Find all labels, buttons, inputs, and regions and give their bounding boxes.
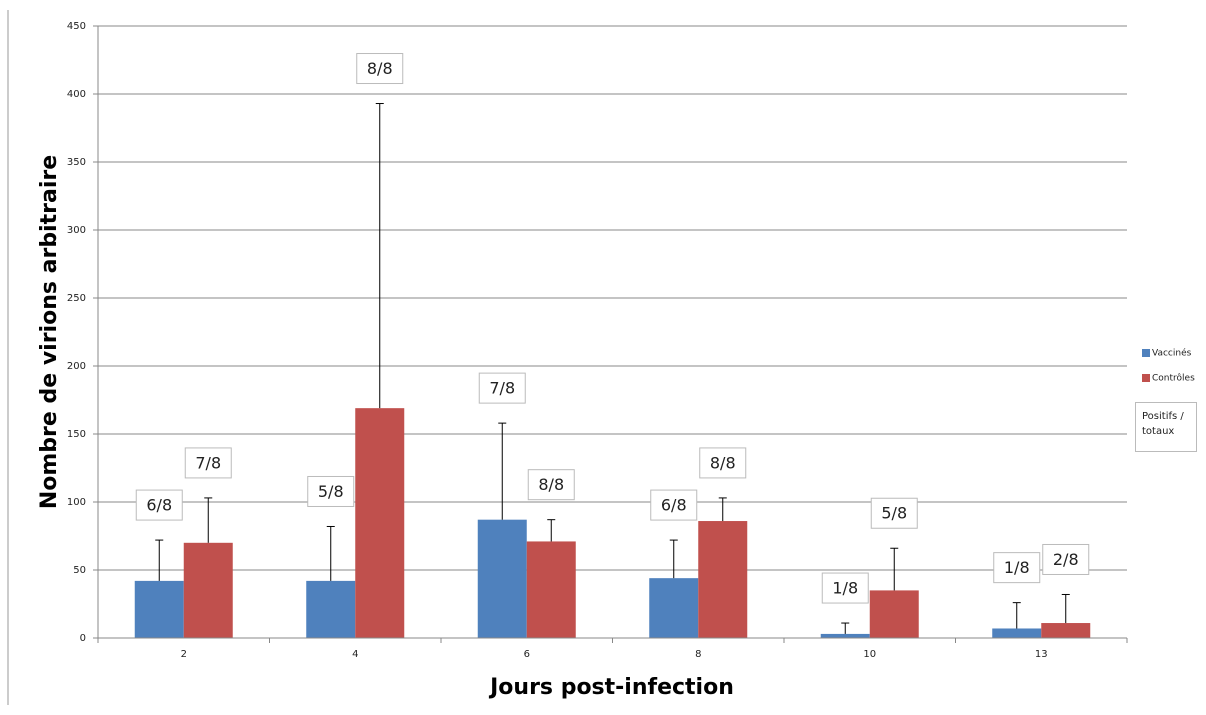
y-tick-label: 400 [67, 89, 86, 100]
annotation: 6/8 [661, 496, 687, 515]
bar [477, 519, 527, 638]
annotation-box [1042, 543, 1090, 575]
x-axis-title: Jours post-infection [488, 675, 734, 700]
y-tick-label: 450 [67, 21, 86, 32]
annotation-box [699, 447, 747, 479]
y-tick-label: 0 [80, 633, 86, 644]
annotation: 8/8 [367, 59, 393, 78]
annotation-box [870, 497, 918, 529]
bar [526, 541, 576, 638]
bar [820, 633, 870, 638]
x-tick-label: 6 [524, 649, 530, 660]
bar [698, 521, 748, 638]
annotation: 7/8 [195, 453, 221, 472]
legend-label: Vaccinés [1152, 348, 1192, 359]
annotation: 5/8 [318, 482, 344, 501]
annotation-box [356, 53, 404, 85]
bar [134, 580, 184, 638]
bar [1041, 623, 1091, 638]
annotation-box [135, 489, 183, 521]
y-axis-title: Nombre de virions arbitraire [37, 155, 62, 509]
annotation: 8/8 [710, 453, 736, 472]
annotation: 7/8 [489, 379, 515, 398]
annotation: 1/8 [1004, 558, 1030, 577]
x-tick-label: 4 [352, 649, 358, 660]
bar [355, 408, 405, 638]
annotation-box [307, 475, 355, 507]
bar [183, 542, 233, 638]
annotation-box [527, 469, 575, 501]
bar [869, 590, 919, 638]
legend-swatch [1142, 349, 1150, 357]
legend-swatch [1142, 374, 1150, 382]
annotation: 2/8 [1053, 550, 1079, 569]
legend-note: Positifs / totaux [1135, 402, 1197, 452]
y-tick-label: 250 [67, 293, 86, 304]
x-tick-label: 8 [695, 649, 701, 660]
annotation: 8/8 [538, 475, 564, 494]
x-tick-label: 13 [1035, 649, 1048, 660]
bar [649, 578, 699, 638]
y-tick-label: 350 [67, 157, 86, 168]
legend-label: Contrôles [1152, 373, 1195, 384]
annotation-box [821, 572, 869, 604]
annotation-box [650, 489, 698, 521]
annotation-box [993, 552, 1041, 584]
y-tick-label: 300 [67, 225, 86, 236]
y-tick-label: 100 [67, 497, 86, 508]
x-tick-label: 10 [863, 649, 876, 660]
y-tick-label: 50 [73, 565, 86, 576]
bar [992, 628, 1042, 638]
annotation-box [184, 447, 232, 479]
x-tick-label: 2 [181, 649, 187, 660]
bar [306, 580, 356, 638]
annotation-box [478, 372, 526, 404]
annotation: 1/8 [832, 579, 858, 598]
annotation: 5/8 [881, 504, 907, 523]
y-tick-label: 200 [67, 361, 86, 372]
annotation: 6/8 [146, 496, 172, 515]
y-tick-label: 150 [67, 429, 86, 440]
